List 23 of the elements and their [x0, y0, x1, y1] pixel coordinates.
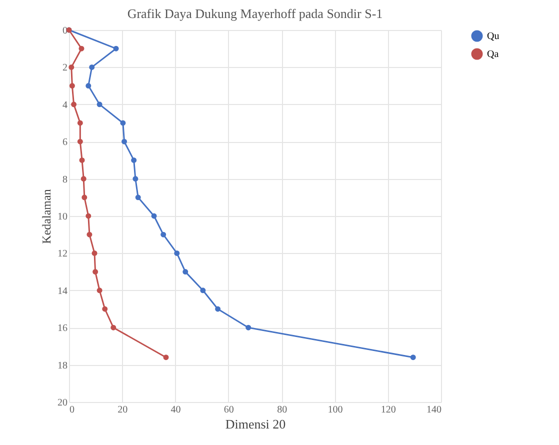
x-axis-title: Dimensi 20 — [225, 416, 286, 432]
x-tick-label: 140 — [426, 404, 442, 416]
x-tick-label: 80 — [277, 404, 288, 416]
x-tick-label: 120 — [380, 404, 396, 416]
y-tick-label: 16 — [58, 323, 68, 334]
x-tick-label: 20 — [118, 404, 128, 416]
y-tick-label: 14 — [58, 286, 68, 297]
y-tick-label: 4 — [62, 100, 68, 111]
y-tick-label: 8 — [62, 174, 68, 186]
y-axis-title: Kedalaman — [40, 189, 54, 244]
x-tick-label: 0 — [70, 404, 74, 416]
x-tick-label: 40 — [170, 404, 181, 416]
y-tick-label: 12 — [58, 248, 68, 260]
y-tick-label: 10 — [58, 212, 68, 222]
x-tick-label: 100 — [328, 404, 343, 416]
y-tick-label: 2 — [62, 62, 68, 74]
legend-label: Qa — [487, 49, 500, 60]
y-tick-label: 6 — [62, 137, 68, 148]
x-tick-label: 60 — [224, 404, 234, 416]
y-tick-label: 18 — [58, 360, 68, 372]
legend-label: Qu — [487, 31, 500, 42]
y-tick-label: 20 — [58, 398, 68, 408]
chart-title: Grafik Daya Dukung Mayerhoff pada Sondir S-1 — [127, 6, 383, 21]
